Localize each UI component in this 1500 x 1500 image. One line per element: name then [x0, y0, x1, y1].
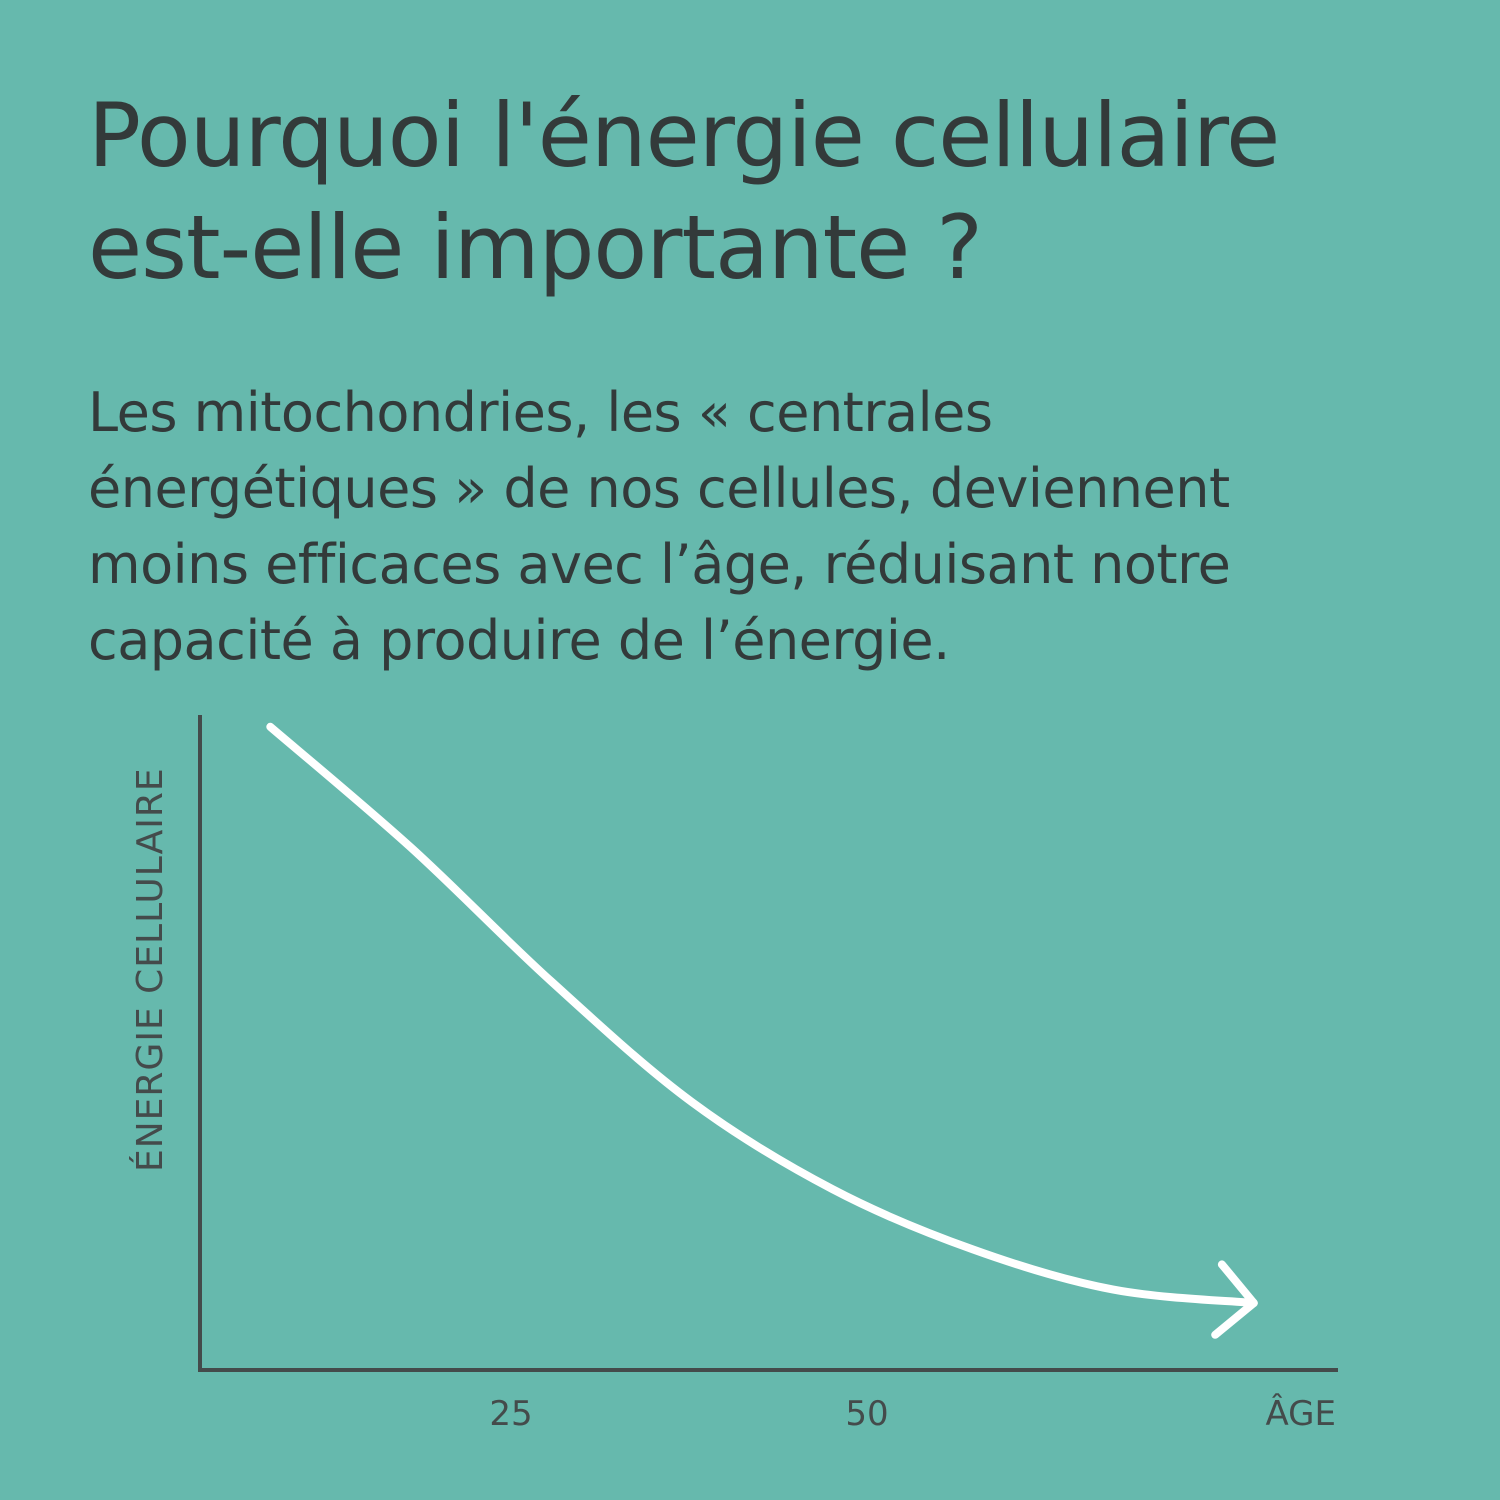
- title-line-1: Pourquoi l'énergie cellulaire: [88, 84, 1280, 187]
- body-line-4: capacité à produire de l’énergie.: [88, 609, 950, 672]
- x-tick-25: 25: [489, 1394, 532, 1434]
- energy-decline-curve: [266, 722, 1258, 1307]
- body-text: Les mitochondries, les « centrales énerg…: [88, 375, 1428, 679]
- x-tick-50: 50: [845, 1394, 888, 1434]
- body-line-3: moins efficaces avec l’âge, réduisant no…: [88, 533, 1231, 596]
- page-title: Pourquoi l'énergie cellulaire est-elle i…: [88, 80, 1428, 304]
- x-axis-label: ÂGE: [1266, 1393, 1337, 1434]
- title-line-2: est-elle importante ?: [88, 196, 983, 299]
- body-line-1: Les mitochondries, les « centrales: [88, 381, 993, 444]
- body-line-2: énergétiques » de nos cellules, devienne…: [88, 457, 1230, 520]
- y-axis-label: ÉNERGIE CELLULAIRE: [129, 767, 171, 1172]
- curve-arrowhead: [1211, 1260, 1258, 1339]
